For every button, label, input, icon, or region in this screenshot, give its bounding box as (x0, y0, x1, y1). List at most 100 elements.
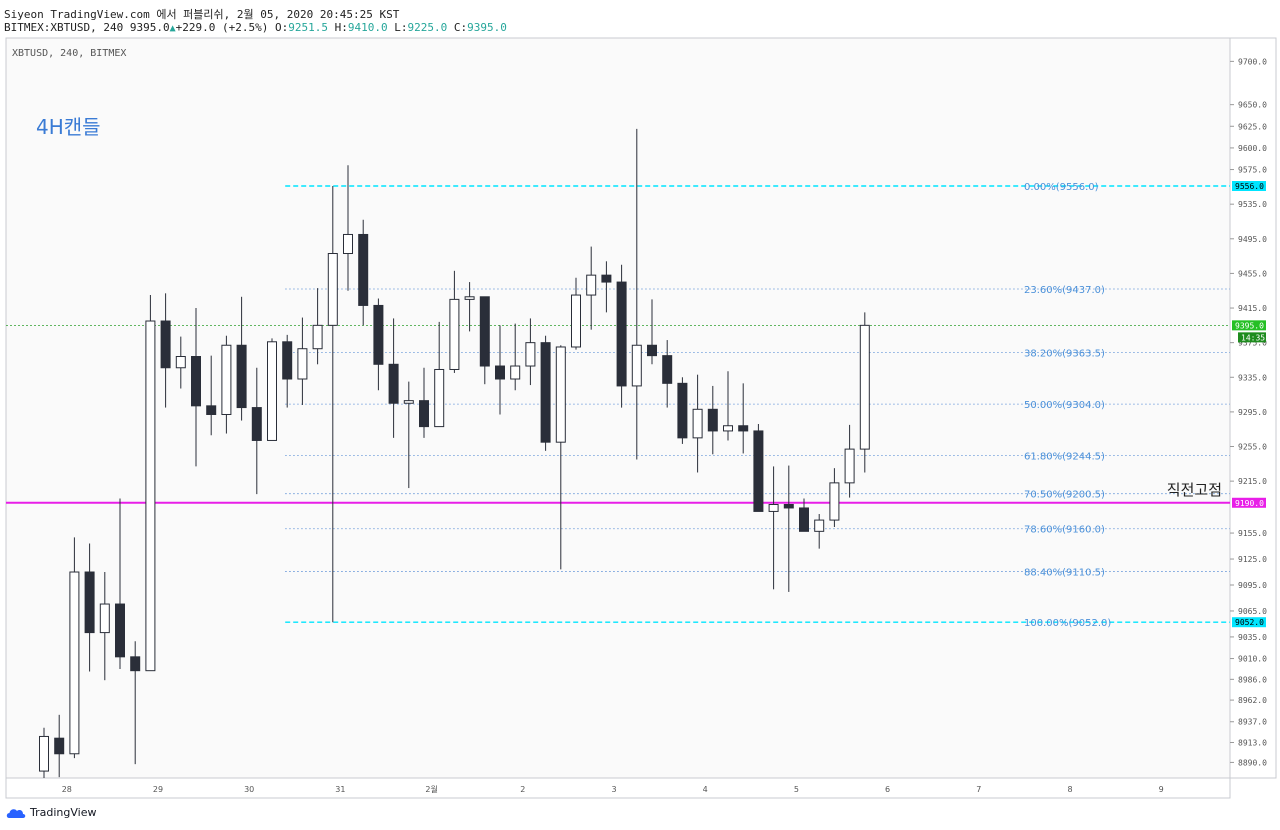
y-tick-label: 8937.0 (1238, 718, 1267, 727)
fib-level-label: 70.50%(9200.5) (1024, 490, 1105, 501)
last-price: 9395.0 (129, 21, 170, 34)
candle-bear (130, 656, 141, 672)
y-tick-label: 9010.0 (1238, 655, 1267, 664)
candle-bull (99, 603, 110, 634)
current-price-tag-text: 9395.0 (1235, 321, 1264, 330)
y-tick-label: 9095.0 (1238, 581, 1267, 590)
candle-bull (464, 296, 475, 300)
candle-bear (84, 571, 95, 634)
candle-bear (479, 296, 490, 367)
countdown-tag (1238, 332, 1266, 343)
tradingview-logo[interactable]: TradingView (6, 806, 96, 819)
candle-bear (540, 342, 551, 443)
candle-bear (753, 430, 764, 512)
fib-price-tag (1232, 181, 1266, 191)
candle-bear (373, 304, 384, 365)
price-change: +229.0 (+2.5%) (175, 21, 269, 34)
candle-bear (419, 400, 429, 428)
fib-level-label: 78.60%(9160.0) (1024, 525, 1105, 536)
candle-bear (677, 382, 688, 439)
x-tick-label: 2월 (425, 784, 437, 794)
y-tick-label: 8986.0 (1238, 675, 1267, 684)
candle-bear (799, 507, 809, 532)
candle-bull (723, 425, 733, 432)
tradingview-brand: TradingView (30, 806, 97, 819)
fib-level-label: 100.00%(9052.0) (1024, 618, 1111, 629)
candle-bear (206, 405, 217, 415)
x-tick-label: 31 (335, 785, 345, 794)
x-tick-label: 2 (520, 785, 525, 794)
candle-bull (768, 504, 779, 512)
candle-bull (525, 342, 536, 367)
x-tick-label: 3 (611, 785, 616, 794)
candle-bull (327, 253, 338, 326)
candle-bear (236, 344, 247, 409)
candle-bear (388, 363, 399, 404)
candle-bear (601, 274, 612, 283)
y-tick-label: 9155.0 (1238, 529, 1267, 538)
x-tick-label: 6 (885, 785, 890, 794)
candle-bull (814, 519, 825, 532)
support-price-tag (1232, 497, 1266, 508)
candle-bull (221, 344, 232, 415)
fib-level-label: 38.20%(9363.5) (1024, 349, 1105, 360)
high-value: 9410.0 (347, 21, 388, 34)
low-label: L: (394, 21, 408, 34)
candle-bull (403, 400, 414, 404)
candle-bull (312, 324, 323, 350)
candle-bull (510, 365, 521, 380)
candle-bull (297, 348, 308, 380)
candle-bull (829, 482, 840, 521)
y-tick-label: 8962.0 (1238, 696, 1267, 705)
close-label: C: (453, 21, 468, 34)
candle-bear (495, 365, 505, 380)
current-price-tag (1232, 320, 1266, 331)
candle-bear (707, 408, 718, 432)
fib-price-tag-text: 9556.0 (1235, 182, 1264, 191)
candle-bull (343, 233, 353, 255)
countdown-text: 14:35 (1241, 333, 1265, 342)
candle-bear (738, 425, 749, 432)
y-tick-label: 8913.0 (1238, 739, 1267, 748)
x-tick-label: 4 (703, 785, 708, 794)
price-axis (1229, 37, 1277, 779)
y-tick-label: 9125.0 (1238, 555, 1267, 564)
x-tick-label: 5 (794, 785, 799, 794)
y-tick-label: 9255.0 (1238, 443, 1267, 452)
support-label: 직전고점 (1167, 481, 1222, 499)
candle-bull (859, 324, 870, 450)
y-tick-label: 9065.0 (1238, 607, 1267, 616)
y-tick-label: 9215.0 (1238, 477, 1267, 486)
y-tick-label: 9575.0 (1238, 166, 1267, 175)
low-value: 9225.0 (407, 21, 448, 34)
high-label: H: (334, 21, 348, 34)
candle-bear (160, 320, 171, 369)
symbol-label: BITMEX:XBTUSD, 240 (4, 21, 124, 34)
fib-level-label: 88.40%(9110.5) (1024, 568, 1105, 579)
y-tick-label: 9295.0 (1238, 408, 1267, 417)
y-tick-label: 9535.0 (1238, 200, 1267, 209)
y-tick-label: 8890.0 (1238, 758, 1267, 767)
up-arrow-icon: ▲ (169, 23, 176, 34)
fib-price-tag-text: 9052.0 (1235, 618, 1264, 627)
annotation-text: 4H캔들 (36, 115, 101, 139)
x-tick-label: 7 (976, 785, 981, 794)
y-tick-label: 9495.0 (1238, 235, 1267, 244)
fib-level-label: 50.00%(9304.0) (1024, 400, 1105, 411)
candle-bear (282, 341, 293, 380)
open-value: 9251.5 (288, 21, 328, 34)
candle-bear (783, 504, 794, 509)
y-tick-label: 9375.0 (1238, 339, 1267, 348)
candle-bear (251, 407, 262, 441)
candle-bull (39, 735, 49, 772)
ohlc-legend: BITMEX:XBTUSD, 240 9395.0▲+229.0 (+2.5%)… (4, 21, 507, 34)
x-tick-label: 9 (1159, 785, 1164, 794)
support-price-tag-text: 9190.0 (1235, 499, 1264, 508)
candle-bull (145, 320, 156, 672)
candle-bear (647, 344, 657, 357)
x-tick-label: 28 (62, 785, 72, 794)
y-tick-label: 9650.0 (1238, 101, 1267, 110)
y-tick-label: 9335.0 (1238, 373, 1267, 382)
close-value: 9395.0 (467, 21, 507, 34)
